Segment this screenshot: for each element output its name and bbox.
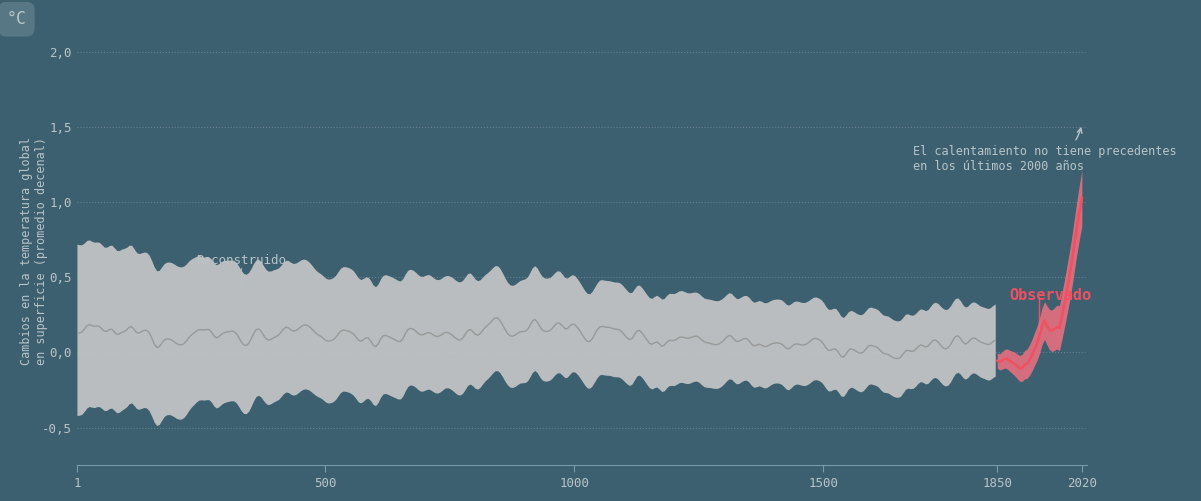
Text: El calentamiento no tiene precedentes
en los últimos 2000 años: El calentamiento no tiene precedentes en…	[913, 128, 1176, 173]
Y-axis label: Cambios en la temperatura global
en superficie (promedio decenal): Cambios en la temperatura global en supe…	[19, 137, 48, 365]
Text: Observado: Observado	[1010, 288, 1092, 303]
Text: °C: °C	[6, 10, 26, 28]
Text: Reconstruido: Reconstruido	[196, 254, 286, 267]
